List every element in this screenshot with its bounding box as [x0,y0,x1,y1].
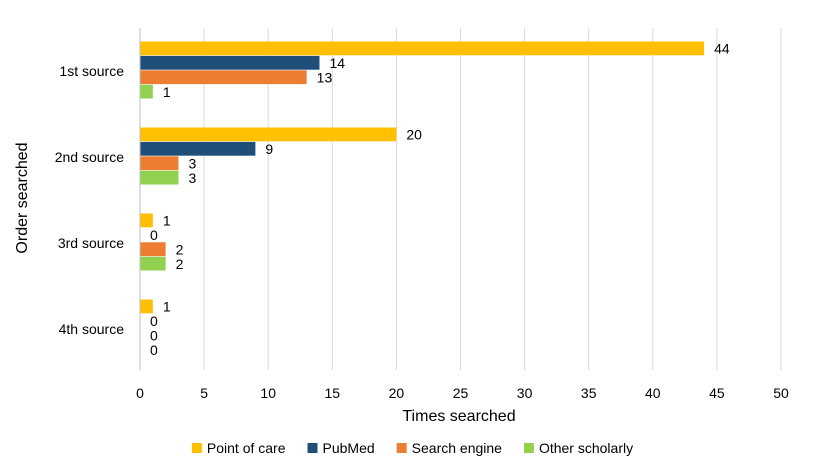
legend-label: PubMed [323,440,375,456]
data-label: 1 [163,84,171,100]
x-tick-label: 50 [773,385,789,401]
x-tick-label: 5 [200,385,208,401]
data-label: 9 [265,141,273,157]
data-label: 14 [329,55,345,71]
bar [140,70,307,85]
x-tick-label: 25 [453,385,469,401]
bar [140,41,705,56]
bar [140,84,153,99]
y-tick-label: 3rd source [58,235,124,251]
legend-swatch [523,443,534,453]
y-tick-label: 1st source [59,63,124,79]
data-label: 0 [150,328,158,344]
legend-label: Other scholarly [539,440,633,456]
bar [140,55,320,70]
data-label: 3 [188,156,196,172]
bar [140,156,179,171]
data-label: 1 [163,299,171,315]
y-axis-title: Order searched [14,142,31,253]
bars [140,41,705,314]
gridlines [139,28,782,370]
data-label: 0 [150,227,158,243]
x-tick-label: 45 [709,385,725,401]
data-label: 20 [406,127,422,143]
data-label: 0 [150,313,158,329]
data-label: 0 [150,342,158,358]
bar [140,127,397,142]
data-label: 2 [176,242,184,258]
bar [140,170,179,185]
data-label: 13 [317,70,333,86]
legend-label: Point of care [207,440,286,456]
x-tick-label: 10 [260,385,276,401]
legend-swatch [191,443,202,453]
data-label: 44 [714,41,730,57]
x-axis-title: Times searched [402,408,515,425]
data-label: 1 [163,213,171,229]
y-tick-label: 4th source [59,321,125,337]
bar [140,242,166,257]
legend-swatch [307,443,318,453]
legend-label: Search engine [412,440,503,456]
x-tick-label: 40 [645,385,661,401]
x-tick-label: 0 [136,385,144,401]
x-tick-label: 30 [517,385,533,401]
bar [140,141,256,156]
data-label: 3 [188,170,196,186]
x-tick-label: 35 [581,385,597,401]
bar [140,299,153,314]
legend: Point of care PubMed Search engine Other sc… [191,440,633,456]
x-tick-label: 15 [325,385,341,401]
bar [140,213,153,228]
bar [140,256,166,271]
y-tick-label: 2nd source [55,149,124,165]
data-label: 2 [176,256,184,272]
legend-swatch [396,443,407,453]
x-tick-label: 20 [389,385,405,401]
